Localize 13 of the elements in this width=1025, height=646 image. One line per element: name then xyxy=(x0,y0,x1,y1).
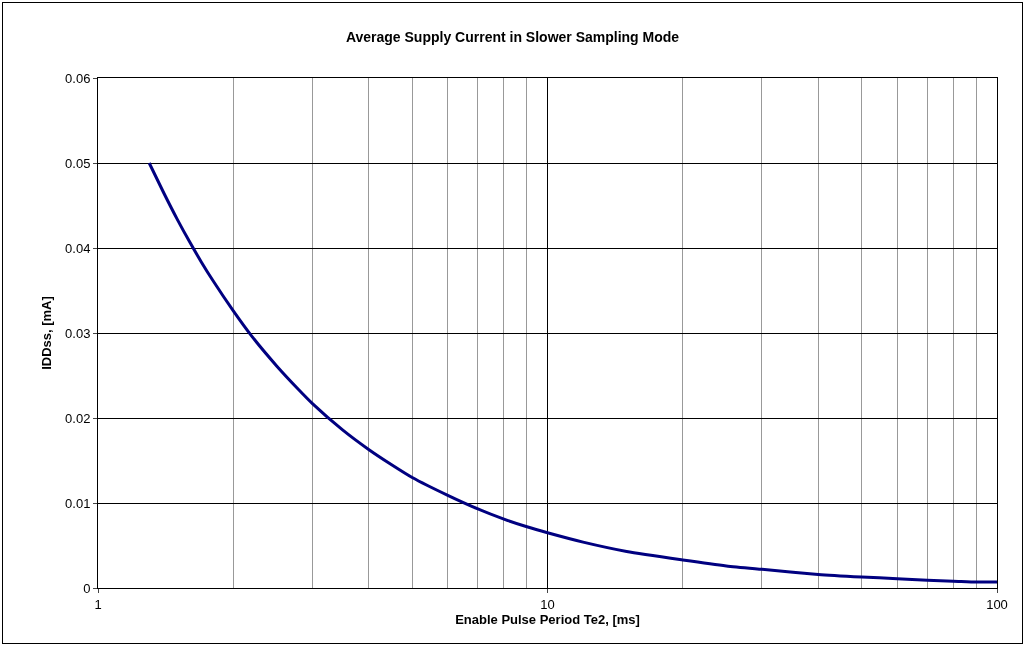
y-tick-label: 0.01 xyxy=(65,495,91,511)
y-tick-label: 0.02 xyxy=(65,410,91,426)
y-tick-label: 0.04 xyxy=(65,240,91,256)
y-tick-label: 0.05 xyxy=(65,155,91,171)
chart-title: Average Supply Current in Slower Sampling Mode xyxy=(345,28,680,45)
x-tick-label: 10 xyxy=(540,596,555,612)
y-tick-label: 0.03 xyxy=(65,325,91,341)
x-tick-label: 100 xyxy=(986,596,1008,612)
y-tick-label: 0.06 xyxy=(65,70,91,86)
y-axis-title: IDDss, [mA] xyxy=(39,296,55,370)
x-axis-title: Enable Pulse Period Te2, [ms] xyxy=(455,612,640,628)
y-tick-label: 0 xyxy=(83,580,91,596)
x-tick-label: 1 xyxy=(94,596,102,612)
